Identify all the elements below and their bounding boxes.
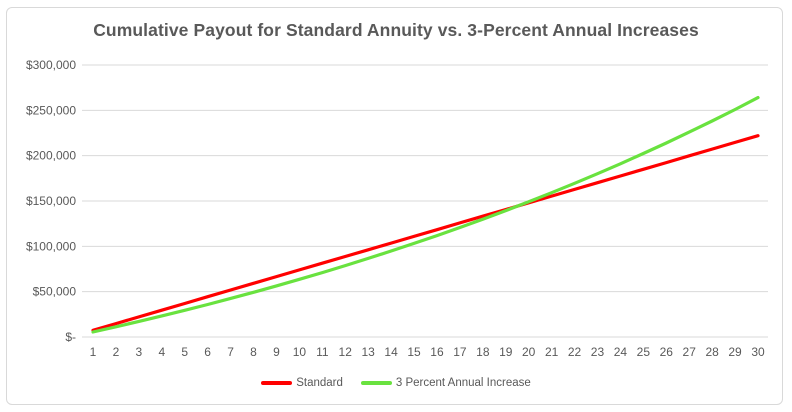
- legend-swatch-3-percent: [360, 381, 392, 385]
- legend-label-standard: Standard: [296, 377, 343, 389]
- legend-swatch-standard: [261, 381, 293, 385]
- chart-title: Cumulative Payout for Standard Annuity v…: [93, 20, 699, 40]
- legend: Standard 3 Percent Annual Increase: [0, 377, 792, 389]
- chart-frame: [6, 7, 783, 405]
- legend-item-3-percent: 3 Percent Annual Increase: [360, 377, 531, 389]
- legend-label-3-percent: 3 Percent Annual Increase: [395, 377, 531, 389]
- legend-item-standard: Standard: [261, 377, 343, 389]
